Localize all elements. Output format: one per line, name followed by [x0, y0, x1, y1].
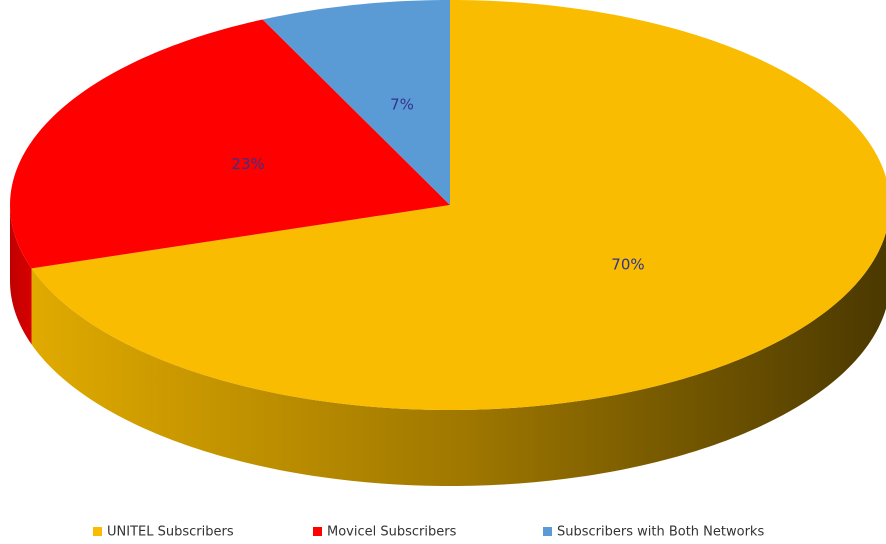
data-label: 23% — [231, 155, 264, 173]
slice-side — [31, 232, 886, 486]
legend-label: Subscribers with Both Networks — [557, 525, 764, 540]
slice — [10, 19, 451, 269]
data-label: 70% — [611, 256, 644, 274]
data-label: 7% — [390, 95, 414, 113]
legend-swatch — [93, 527, 102, 536]
slice — [262, 0, 450, 205]
legend-label: Movicel Subscribers — [327, 525, 457, 540]
slice-side — [10, 205, 32, 345]
legend-label: UNITEL Subscribers — [107, 525, 234, 540]
slice — [31, 0, 886, 410]
legend-swatch — [543, 527, 552, 536]
legend-swatch — [313, 527, 322, 536]
